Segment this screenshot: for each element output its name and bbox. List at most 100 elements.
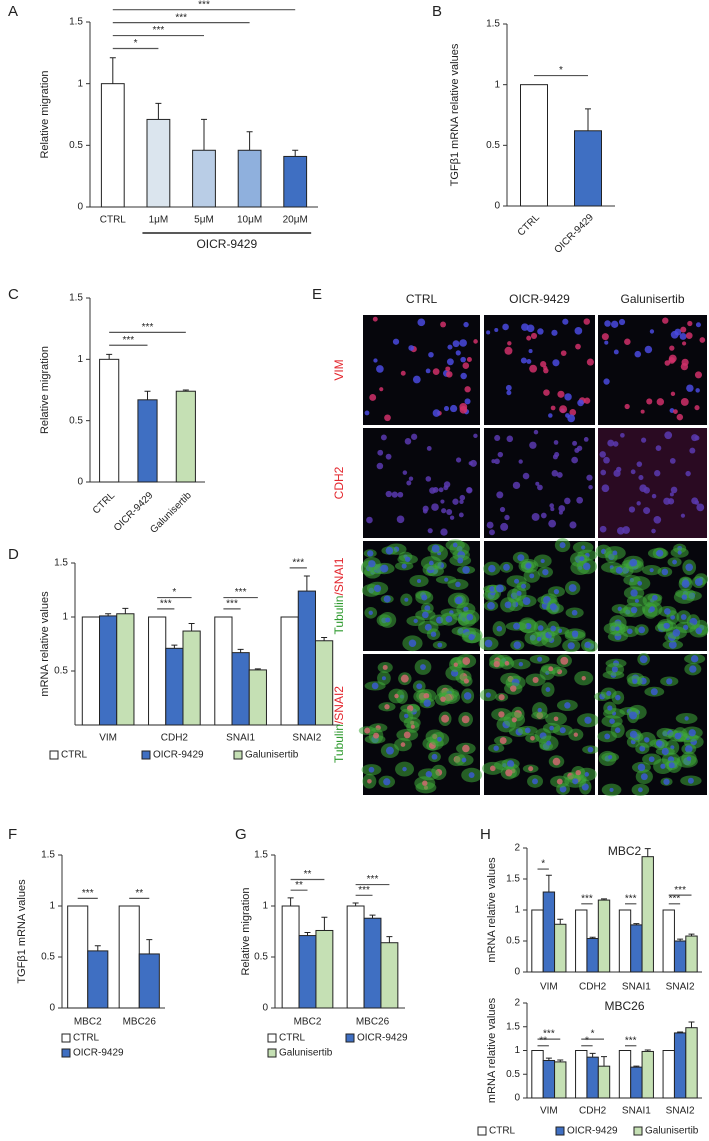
- cell-nucleus: [368, 610, 373, 615]
- error-bar: [188, 622, 195, 632]
- cell-nucleus: [459, 494, 466, 501]
- cell-nucleus: [484, 639, 493, 648]
- x-tick-label: SNAI2: [666, 1106, 695, 1117]
- cell-nucleus: [469, 459, 477, 467]
- cell-nucleus: [526, 359, 532, 364]
- y-tick-label: 1: [262, 901, 268, 912]
- cell-nucleus: [411, 433, 418, 440]
- cell-nucleus: [460, 356, 466, 363]
- cell-nucleus: [459, 499, 464, 505]
- cell-nucleus: [637, 580, 643, 586]
- cell-nucleus: [397, 491, 404, 498]
- bar: [618, 909, 632, 973]
- cell-nucleus: [498, 694, 505, 701]
- cell-nucleus: [669, 458, 676, 464]
- cell-nucleus: [468, 633, 475, 641]
- error-bar: [688, 1021, 695, 1028]
- cell-nucleus: [649, 568, 654, 573]
- x-tick-label: MBC2: [294, 1017, 322, 1028]
- cell-nucleus: [644, 345, 653, 354]
- x-tick-label: CTRL: [100, 215, 127, 226]
- cell-nucleus: [526, 324, 535, 333]
- cell-nucleus: [516, 590, 522, 596]
- cell-nucleus: [522, 472, 530, 480]
- cell-nucleus: [617, 527, 625, 535]
- error-bar: [601, 898, 607, 901]
- x-tick-label: MBC26: [356, 1017, 390, 1028]
- cell-nucleus: [562, 318, 569, 325]
- x-tick-label: CTRL: [516, 212, 543, 239]
- cell-nucleus: [687, 777, 694, 784]
- cell-nucleus: [427, 528, 433, 534]
- cell-nucleus: [604, 340, 609, 345]
- panel-label: G: [235, 826, 247, 843]
- bar: [554, 1061, 567, 1099]
- y-axis-label: TGFβ1 mRNA values: [16, 879, 28, 984]
- legend-swatch: [267, 1033, 277, 1043]
- y-tick-label: 0.5: [506, 936, 520, 947]
- significance-label: ***: [122, 335, 134, 346]
- cell-nucleus: [575, 343, 581, 350]
- cell-nucleus: [694, 371, 703, 379]
- cell-nucleus: [463, 321, 469, 328]
- cell-nucleus: [385, 617, 391, 623]
- panel-label: C: [8, 286, 19, 303]
- x-tick-label: MBC26: [123, 1017, 157, 1028]
- cell-nucleus: [560, 656, 569, 665]
- cell-nucleus: [452, 542, 458, 548]
- cell-nucleus: [494, 458, 500, 465]
- cell-nucleus: [494, 434, 501, 442]
- cell-nucleus: [473, 433, 478, 439]
- cell-nucleus: [587, 746, 594, 753]
- cell-nucleus: [504, 660, 510, 666]
- y-tick-label: 2: [514, 998, 520, 1009]
- cell-nucleus: [426, 446, 432, 451]
- cell-nucleus: [425, 368, 431, 374]
- cell-nucleus: [497, 451, 504, 458]
- cell-nucleus: [689, 447, 696, 454]
- cell-nucleus: [557, 390, 565, 398]
- cell-nucleus: [466, 356, 472, 362]
- cell-nucleus: [630, 469, 636, 475]
- x-tick-label: 20μM: [283, 215, 308, 226]
- panel-label: D: [8, 546, 19, 563]
- cell-nucleus: [540, 361, 547, 368]
- cell-nucleus: [571, 456, 578, 464]
- x-tick-label: SNAI1: [622, 1106, 651, 1117]
- error-bar: [688, 933, 695, 937]
- cell-nucleus: [506, 760, 515, 768]
- cell-nucleus: [672, 629, 681, 637]
- cell-nucleus: [613, 349, 619, 355]
- bar: [630, 1066, 643, 1099]
- cell-nucleus: [517, 554, 525, 562]
- cell-nucleus: [627, 628, 633, 635]
- cell-nucleus: [371, 682, 379, 690]
- cell-nucleus: [496, 491, 504, 499]
- bar: [363, 917, 382, 1009]
- cell-nucleus: [632, 678, 638, 684]
- cell-nucleus: [518, 661, 524, 667]
- y-tick-label: 1.5: [69, 293, 83, 304]
- cell-nucleus: [670, 330, 679, 339]
- legend-label: OICR-9429: [357, 1033, 408, 1044]
- legend-label: Galunisertib: [279, 1048, 333, 1059]
- y-tick-label: 1: [514, 905, 520, 916]
- error-bar: [321, 916, 328, 931]
- cell-nucleus: [628, 506, 636, 513]
- cell-nucleus: [690, 655, 699, 663]
- cell-nucleus: [502, 323, 509, 331]
- cell-nucleus: [462, 744, 470, 753]
- cell-nucleus: [400, 370, 406, 376]
- bar: [575, 1050, 588, 1099]
- cell-nucleus: [533, 429, 539, 435]
- cell-nucleus: [459, 402, 468, 411]
- bar: [231, 652, 250, 726]
- cell-nucleus: [528, 349, 533, 354]
- cell-nucleus: [446, 358, 454, 366]
- error-bar: [677, 1031, 684, 1033]
- cell-nucleus: [614, 727, 621, 733]
- cell-nucleus: [425, 771, 433, 778]
- y-axis-label: mRNA relative values: [486, 997, 498, 1103]
- cell-nucleus: [584, 716, 592, 724]
- cell-nucleus: [553, 440, 559, 445]
